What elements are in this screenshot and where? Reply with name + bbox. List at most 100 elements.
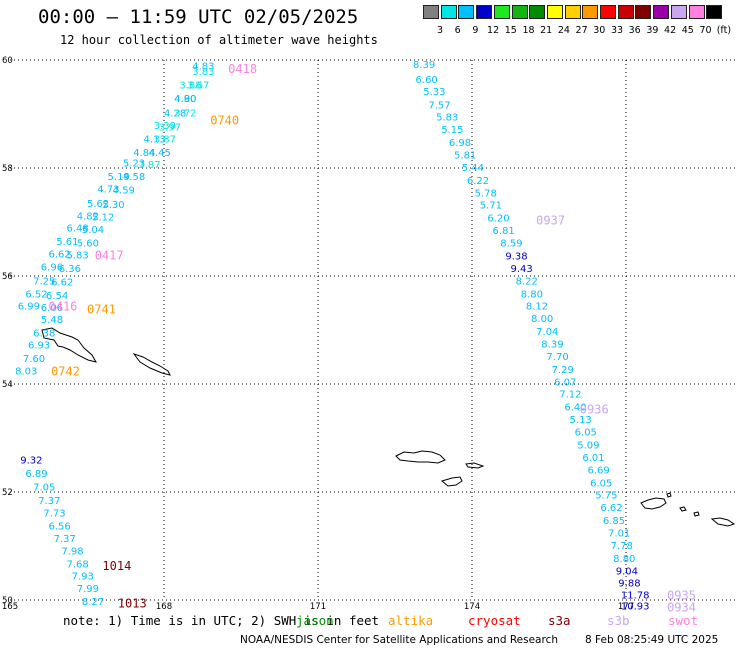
islet-1 bbox=[679, 506, 687, 512]
wave-height-label: 6.54 bbox=[46, 291, 68, 302]
wave-height-label: 9.04 bbox=[616, 566, 638, 577]
wave-height-label: 5.04 bbox=[82, 225, 104, 236]
colorbar-swatch bbox=[476, 5, 493, 19]
wave-height-label: 8.80 bbox=[613, 554, 635, 565]
wave-height-label: 8.39 bbox=[541, 340, 563, 351]
wave-height-label: 8.00 bbox=[531, 314, 553, 325]
wave-height-label: 3.88 bbox=[179, 80, 201, 91]
island-semisopochnoi bbox=[132, 353, 171, 376]
lat-tick-label: 52 bbox=[2, 488, 13, 498]
colorbar-swatch bbox=[440, 5, 457, 19]
wave-height-label: 6.06 bbox=[41, 303, 63, 314]
wave-height-label: 5.62 bbox=[87, 199, 109, 210]
wave-height-label: 4.80 bbox=[174, 94, 196, 105]
pass-time-label: 1014 bbox=[102, 559, 131, 573]
colorbar-swatch bbox=[688, 5, 705, 19]
wave-height-label: 6.38 bbox=[33, 329, 55, 340]
colorbar-tick-label: 3 bbox=[436, 25, 444, 36]
wave-height-label: 7.12 bbox=[559, 390, 581, 401]
wave-height-label: 5.30 bbox=[102, 200, 124, 211]
wave-height-label: 5.12 bbox=[92, 213, 114, 224]
pass-time-label: 0417 bbox=[95, 248, 124, 262]
wave-height-label: 4.59 bbox=[113, 186, 135, 197]
island-east bbox=[640, 497, 667, 510]
colorbar-tick-label: 15 bbox=[504, 25, 517, 36]
mission-jason: jason bbox=[296, 613, 334, 628]
wave-height-label: 6.36 bbox=[59, 264, 81, 275]
timestamp-text: 8 Feb 08:25:49 UTC 2025 bbox=[585, 634, 719, 646]
wave-height-values: 4.833.83 3.883.67 4.804.90 4.283.72 3.393.97… bbox=[15, 60, 649, 613]
wave-height-label: 9.43 bbox=[511, 264, 533, 275]
colorbar-swatch bbox=[635, 5, 652, 19]
footnote: note: 1) Time is in UTC; 2) SWH is in fe… bbox=[63, 613, 380, 628]
mission-altika: altika bbox=[388, 613, 434, 628]
colorbar-tick-label: 30 bbox=[593, 25, 606, 36]
pass-time-label: 0936 bbox=[580, 402, 609, 416]
wave-height-label: 5.83 bbox=[436, 113, 458, 124]
wave-height-label: 8.03 bbox=[15, 367, 37, 378]
wave-height-label: 5.75 bbox=[595, 491, 617, 502]
colorbar-tick-label: 27 bbox=[575, 25, 588, 36]
wave-height-label: 7.01 bbox=[608, 529, 630, 540]
wave-height-label: 9.32 bbox=[20, 456, 42, 467]
colorbar-tick-label: 70 bbox=[699, 25, 712, 36]
pass-time-label: 0416 bbox=[49, 300, 78, 314]
wave-height-label: 7.98 bbox=[61, 546, 83, 557]
lat-tick-label: 54 bbox=[2, 380, 13, 390]
pass-time-label: 0937 bbox=[536, 213, 565, 227]
wave-height-label: 5.19 bbox=[108, 172, 130, 183]
wave-height-label: 4.73 bbox=[97, 185, 119, 196]
lat-tick-label: 50 bbox=[2, 596, 13, 606]
wave-height-label: 3.87 bbox=[154, 134, 176, 145]
colorbar-tick-label: 12 bbox=[487, 25, 500, 36]
wave-height-label: 5.78 bbox=[475, 188, 497, 199]
colorbar-tick-label: 24 bbox=[557, 25, 570, 36]
wave-height-label: 8.12 bbox=[526, 302, 548, 313]
wave-height-label: 7.78 bbox=[611, 541, 633, 552]
wave-height-label: 6.81 bbox=[493, 226, 515, 237]
wave-height-label: 6.56 bbox=[49, 521, 71, 532]
credit-text: NOAA/NESDIS Center for Satellite Applica… bbox=[240, 634, 558, 646]
colorbar-swatch bbox=[529, 5, 546, 19]
wave-height-label: 6.93 bbox=[28, 341, 50, 352]
island-attu-kiska bbox=[41, 327, 98, 363]
wave-height-label: 3.83 bbox=[192, 67, 214, 78]
wave-height-label: 6.89 bbox=[25, 469, 47, 480]
wave-height-label: 5.61 bbox=[56, 237, 78, 248]
colorbar-swatch bbox=[706, 5, 723, 19]
wave-height-label: 7.29 bbox=[552, 365, 574, 376]
wave-height-label: 6.69 bbox=[588, 465, 610, 476]
wave-height-label: 5.71 bbox=[480, 201, 502, 212]
wave-height-label: 5.81 bbox=[454, 151, 476, 162]
wave-height-label: 4.28 bbox=[164, 108, 186, 119]
wave-height-label: 5.13 bbox=[570, 415, 592, 426]
wave-height-label: 3.97 bbox=[159, 122, 181, 133]
coastline bbox=[41, 327, 736, 527]
wave-height-label: 3.39 bbox=[154, 121, 176, 132]
mission-swot: swot bbox=[668, 613, 699, 628]
wave-height-label: 8.80 bbox=[521, 289, 543, 300]
wave-height-label: 6.01 bbox=[582, 453, 604, 464]
lat-tick-label: 56 bbox=[2, 272, 13, 282]
mission-s3a: s3a bbox=[548, 613, 571, 628]
wave-height-label: 3.72 bbox=[174, 108, 196, 119]
wave-height-label: 5.15 bbox=[441, 125, 463, 136]
pass-time-label: 0418 bbox=[228, 62, 257, 76]
lon-tick-label: 174 bbox=[464, 602, 480, 612]
colorbar-tick-label: 39 bbox=[646, 25, 659, 36]
wave-height-label: 6.52 bbox=[25, 289, 47, 300]
colorbar-swatch bbox=[582, 5, 599, 19]
wave-height-label: 7.57 bbox=[428, 100, 450, 111]
wave-height-label: 5.60 bbox=[77, 239, 99, 250]
wave-height-label: 7.60 bbox=[23, 354, 45, 365]
wave-height-label: 7.70 bbox=[546, 352, 568, 363]
colorbar-unit: (ft) bbox=[716, 25, 732, 36]
wave-height-label: 6.05 bbox=[590, 478, 612, 489]
axis-labels: 165 168 171 174 177 60 58 56 54 52 50 bbox=[2, 56, 634, 612]
wave-height-label: 4.58 bbox=[123, 172, 145, 183]
wave-height-label: 6.96 bbox=[41, 262, 63, 273]
colorbar-swatch bbox=[564, 5, 581, 19]
wave-height-label: 4.84 bbox=[133, 148, 155, 159]
wave-height-label: 6.99 bbox=[18, 302, 40, 313]
wave-height-label: 4.13 bbox=[143, 134, 165, 145]
